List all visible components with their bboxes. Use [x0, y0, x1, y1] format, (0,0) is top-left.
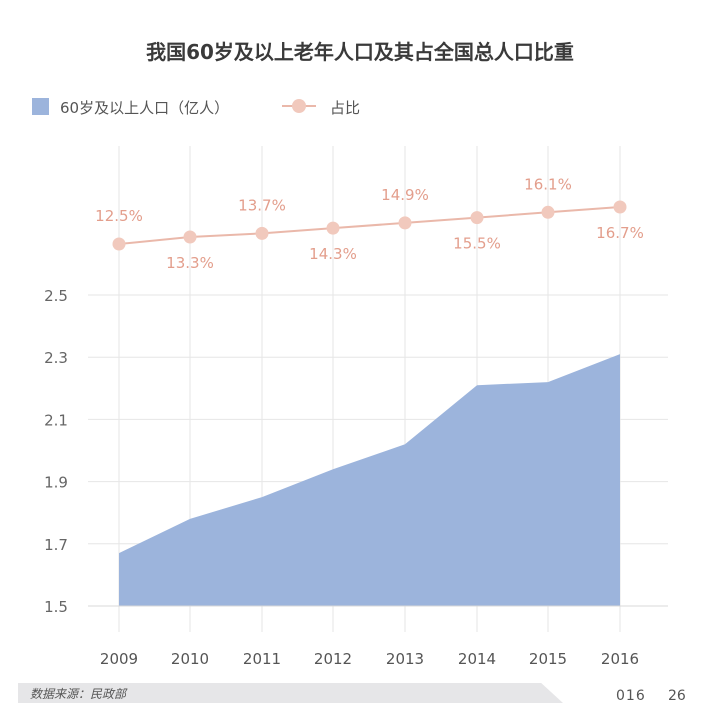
legend-dot-marker	[292, 99, 306, 113]
line-point-2009	[112, 237, 126, 251]
line-point-2012	[326, 221, 340, 235]
line-point-2016	[613, 200, 627, 214]
page-edge-text: 016	[616, 688, 646, 704]
data-label-2015: 16.1%	[524, 175, 572, 193]
source-bar	[18, 683, 563, 703]
y-tick-label-1.5: 1.5	[44, 598, 68, 616]
line-point-2011	[255, 226, 269, 240]
legend-swatch-area	[32, 98, 49, 115]
line-point-2010	[183, 230, 197, 244]
data-label-2014: 15.5%	[453, 235, 501, 253]
line-point-2014	[470, 211, 484, 225]
x-tick-label-2016: 2016	[601, 650, 639, 668]
y-tick-label-1.7: 1.7	[44, 536, 68, 554]
line-point-2015	[541, 205, 555, 219]
y-tick-label-2.5: 2.5	[44, 287, 68, 305]
data-label-2009: 12.5%	[95, 207, 143, 225]
legend-label-line: 占比	[330, 99, 360, 117]
data-label-2016: 16.7%	[596, 224, 644, 242]
y-tick-label-1.9: 1.9	[44, 474, 68, 492]
line-series-ratio	[118, 206, 621, 245]
x-tick-label-2015: 2015	[529, 650, 567, 668]
legend-label-area: 60岁及以上人口（亿人）	[60, 99, 229, 117]
x-tick-label-2010: 2010	[171, 650, 209, 668]
source-note: 数据来源：民政部	[30, 687, 127, 701]
x-tick-label-2014: 2014	[458, 650, 496, 668]
area-series-population	[119, 354, 620, 606]
data-label-2011: 13.7%	[238, 196, 286, 214]
data-label-2010: 13.3%	[166, 254, 214, 272]
data-label-2012: 14.3%	[309, 245, 357, 263]
line-point-2013	[398, 216, 412, 230]
y-tick-label-2.1: 2.1	[44, 411, 68, 429]
x-tick-label-2012: 2012	[314, 650, 352, 668]
x-tick-label-2011: 2011	[243, 650, 281, 668]
x-tick-label-2013: 2013	[386, 650, 424, 668]
chart-title: 我国60岁及以上老年人口及其占全国总人口比重	[146, 40, 574, 64]
y-tick-label-2.3: 2.3	[44, 349, 68, 367]
legend: 60岁及以上人口（亿人） 占比	[32, 98, 360, 117]
page-number: 26	[668, 688, 686, 704]
x-tick-label-2009: 2009	[100, 650, 138, 668]
data-label-2013: 14.9%	[381, 186, 429, 204]
